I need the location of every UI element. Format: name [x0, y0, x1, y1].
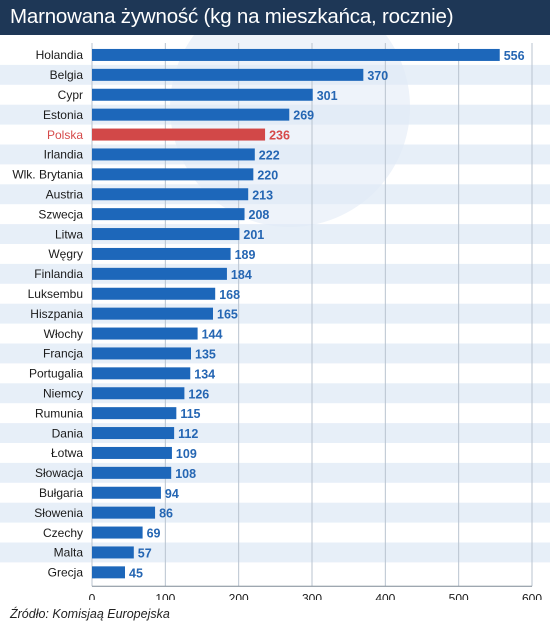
bar [92, 228, 240, 241]
category-label: Portugalia [29, 367, 83, 381]
value-label: 201 [243, 228, 264, 242]
bar [92, 427, 175, 440]
value-label: 556 [504, 49, 525, 63]
value-label: 189 [235, 248, 256, 262]
value-label: 269 [293, 109, 314, 123]
value-label: 220 [257, 168, 278, 182]
bar [92, 506, 156, 519]
category-label: Belgia [50, 68, 84, 82]
bar [92, 546, 134, 559]
category-label: Szwecja [38, 207, 83, 221]
bar [92, 188, 249, 201]
category-label: Wlk. Brytania [12, 168, 83, 182]
value-label: 126 [188, 387, 209, 401]
bar [92, 387, 185, 400]
value-label: 208 [249, 208, 270, 222]
bar [92, 327, 198, 340]
chart-title: Marnowana żywność (kg na mieszkańca, roc… [10, 5, 454, 28]
value-label: 57 [138, 546, 152, 560]
category-label: Malta [54, 546, 84, 560]
value-label: 69 [147, 527, 161, 541]
value-label: 112 [178, 427, 198, 441]
x-tick-label: 200 [229, 591, 249, 600]
value-label: 236 [269, 129, 290, 143]
value-label: 45 [129, 566, 143, 580]
value-label: 301 [317, 89, 338, 103]
x-tick-label: 500 [449, 591, 469, 600]
x-tick-label: 600 [522, 591, 542, 600]
value-label: 109 [176, 447, 197, 461]
value-label: 165 [217, 308, 238, 322]
bar [92, 287, 216, 300]
category-label: Irlandia [44, 148, 84, 162]
bar [92, 347, 191, 360]
bar [92, 446, 172, 459]
category-label: Litwa [55, 227, 83, 241]
bar [92, 566, 125, 579]
bar [92, 68, 364, 81]
category-label: Holandia [36, 48, 84, 62]
bar [92, 148, 255, 161]
row-stripe [0, 542, 550, 563]
bar [92, 486, 161, 499]
value-label: 108 [175, 467, 196, 481]
value-label: 370 [367, 69, 388, 83]
category-label: Finlandia [34, 267, 83, 281]
bar [92, 208, 245, 221]
bar [92, 307, 213, 320]
bar-chart: Holandia 556 Belgia 370 Cypr 301 Estonia 269 Pol… [0, 35, 550, 600]
category-label: Węgry [48, 247, 83, 261]
category-label: Hiszpania [30, 307, 83, 321]
bar [92, 367, 191, 380]
value-label: 135 [195, 347, 216, 361]
category-label: Dania [52, 426, 84, 440]
bar [92, 526, 143, 539]
category-label: Słowenia [34, 506, 83, 520]
value-label: 184 [231, 268, 252, 282]
x-tick-label: 400 [375, 591, 395, 600]
value-label: 86 [159, 507, 173, 521]
bar [92, 108, 290, 121]
category-label: Polska [47, 128, 83, 142]
category-label: Francja [43, 347, 83, 361]
category-label: Włochy [44, 327, 83, 341]
value-label: 168 [219, 288, 240, 302]
bar [92, 128, 266, 141]
value-label: 144 [202, 328, 223, 342]
category-label: Słowacja [35, 466, 83, 480]
x-tick-label: 300 [302, 591, 322, 600]
bar [92, 407, 177, 420]
category-label: Estonia [43, 108, 83, 122]
value-label: 115 [180, 407, 200, 421]
category-label: Łotwa [51, 446, 83, 460]
category-label: Grecja [48, 566, 84, 580]
category-label: Niemcy [43, 386, 83, 400]
bar [92, 267, 227, 280]
category-label: Luksembu [28, 287, 83, 301]
value-label: 222 [259, 148, 280, 162]
bar [92, 466, 172, 479]
bar [92, 247, 231, 260]
x-tick-label: 100 [155, 591, 175, 600]
value-label: 94 [165, 487, 179, 501]
x-tick-label: 0 [89, 591, 96, 600]
bar [92, 88, 313, 101]
category-label: Cypr [58, 88, 83, 102]
category-label: Austria [46, 187, 84, 201]
bar [92, 48, 500, 61]
category-label: Rumunia [35, 406, 83, 420]
category-label: Czechy [43, 526, 83, 540]
category-label: Bułgaria [39, 486, 83, 500]
value-label: 134 [194, 367, 215, 381]
chart-header: Marnowana żywność (kg na mieszkańca, roc… [0, 0, 550, 35]
source-note: Źródło: Komisjaą Europejska [10, 607, 170, 621]
value-label: 213 [252, 188, 273, 202]
bar [92, 168, 254, 181]
